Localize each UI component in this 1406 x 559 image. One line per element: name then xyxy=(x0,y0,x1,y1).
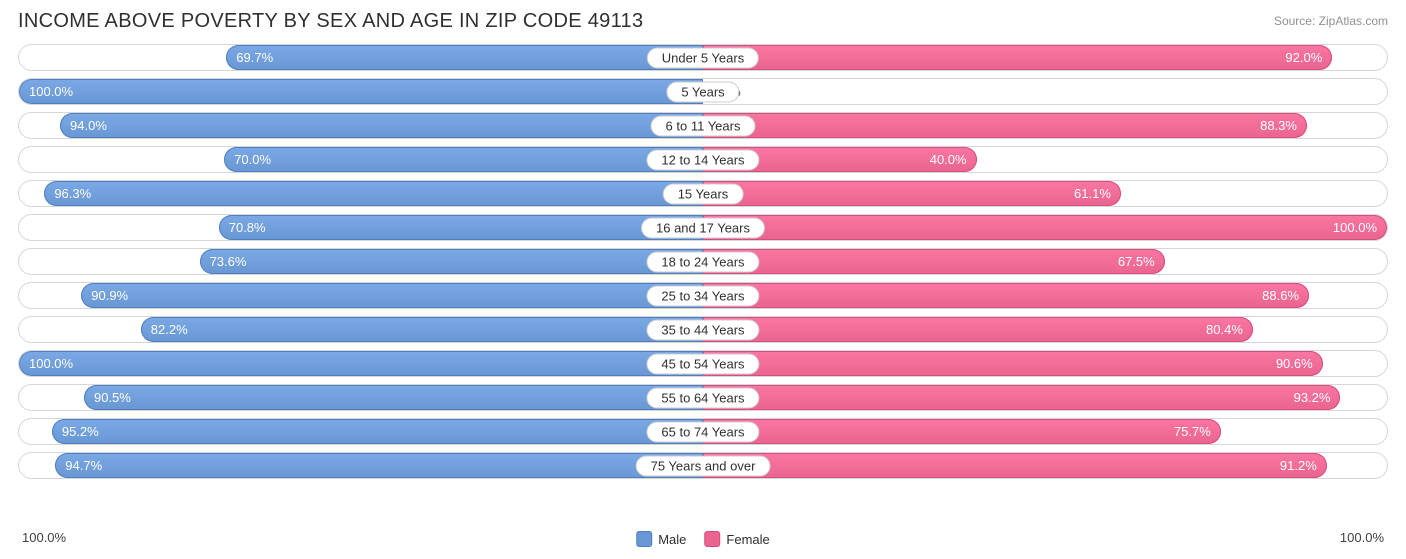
chart-row: 70.0% 40.0% 12 to 14 Years xyxy=(18,146,1388,173)
bar-male: 94.0% xyxy=(60,113,703,138)
value-female: 93.2% xyxy=(1284,390,1341,405)
value-female: 100.0% xyxy=(1323,220,1387,235)
chart-footer: 100.0% 100.0% Male Female xyxy=(18,521,1388,549)
value-male: 96.3% xyxy=(44,186,101,201)
legend-item-male: Male xyxy=(636,531,686,547)
age-label: 75 Years and over xyxy=(636,455,771,476)
value-male: 82.2% xyxy=(141,322,198,337)
chart-row: 94.7% 91.2% 75 Years and over xyxy=(18,452,1388,479)
bar-male: 69.7% xyxy=(226,45,703,70)
bar-female: 75.7% xyxy=(703,419,1221,444)
bar-female: 100.0% xyxy=(703,215,1387,240)
bar-female: 67.5% xyxy=(703,249,1165,274)
value-male: 100.0% xyxy=(19,84,83,99)
age-label: 12 to 14 Years xyxy=(646,149,759,170)
bar-female: 80.4% xyxy=(703,317,1253,342)
value-female: 80.4% xyxy=(1196,322,1253,337)
bar-male: 70.0% xyxy=(224,147,703,172)
value-male: 73.6% xyxy=(200,254,257,269)
value-female: 92.0% xyxy=(1275,50,1332,65)
age-label: 65 to 74 Years xyxy=(646,421,759,442)
value-female: 91.2% xyxy=(1270,458,1327,473)
bar-male: 96.3% xyxy=(44,181,703,206)
value-male: 70.8% xyxy=(219,220,276,235)
chart-row: 94.0% 88.3% 6 to 11 Years xyxy=(18,112,1388,139)
legend-label-male: Male xyxy=(658,532,686,547)
value-female: 40.0% xyxy=(920,152,977,167)
age-label: 25 to 34 Years xyxy=(646,285,759,306)
chart-row: 73.6% 67.5% 18 to 24 Years xyxy=(18,248,1388,275)
age-label: 6 to 11 Years xyxy=(651,115,756,136)
chart-title: INCOME ABOVE POVERTY BY SEX AND AGE IN Z… xyxy=(18,10,643,33)
chart-row: 100.0% 90.6% 45 to 54 Years xyxy=(18,350,1388,377)
bar-male: 90.5% xyxy=(84,385,703,410)
bar-female: 61.1% xyxy=(703,181,1121,206)
legend-swatch-male xyxy=(636,531,652,547)
bar-male: 73.6% xyxy=(200,249,703,274)
value-male: 90.9% xyxy=(81,288,138,303)
bar-female: 88.6% xyxy=(703,283,1309,308)
bar-male: 70.8% xyxy=(219,215,703,240)
value-male: 100.0% xyxy=(19,356,83,371)
chart-row: 96.3% 61.1% 15 Years xyxy=(18,180,1388,207)
value-female: 61.1% xyxy=(1064,186,1121,201)
legend-label-female: Female xyxy=(726,532,769,547)
value-male: 69.7% xyxy=(226,50,283,65)
value-female: 88.6% xyxy=(1252,288,1309,303)
age-label: 18 to 24 Years xyxy=(646,251,759,272)
value-male: 95.2% xyxy=(52,424,109,439)
age-label: 55 to 64 Years xyxy=(646,387,759,408)
axis-label-right: 100.0% xyxy=(1340,530,1384,545)
chart-row: 70.8% 100.0% 16 and 17 Years xyxy=(18,214,1388,241)
chart-area: 69.7% 92.0% Under 5 Years 100.0%0.0%5 Years… xyxy=(18,44,1388,479)
age-label: 15 Years xyxy=(663,183,744,204)
value-male: 94.0% xyxy=(60,118,117,133)
age-label: 45 to 54 Years xyxy=(646,353,759,374)
legend: Male Female xyxy=(636,531,770,547)
bar-female: 88.3% xyxy=(703,113,1307,138)
chart-row: 100.0%0.0%5 Years xyxy=(18,78,1388,105)
value-female: 67.5% xyxy=(1108,254,1165,269)
bar-male: 95.2% xyxy=(52,419,703,444)
bar-male: 90.9% xyxy=(81,283,703,308)
age-label: 5 Years xyxy=(666,81,739,102)
legend-swatch-female xyxy=(704,531,720,547)
chart-row: 90.5% 93.2% 55 to 64 Years xyxy=(18,384,1388,411)
bar-female: 93.2% xyxy=(703,385,1340,410)
legend-item-female: Female xyxy=(704,531,769,547)
chart-row: 82.2% 80.4% 35 to 44 Years xyxy=(18,316,1388,343)
age-label: Under 5 Years xyxy=(647,47,759,68)
age-label: 35 to 44 Years xyxy=(646,319,759,340)
chart-row: 95.2% 75.7% 65 to 74 Years xyxy=(18,418,1388,445)
bar-male: 100.0% xyxy=(19,351,703,376)
value-male: 70.0% xyxy=(224,152,281,167)
value-male: 90.5% xyxy=(84,390,141,405)
bar-female: 91.2% xyxy=(703,453,1327,478)
bar-female: 92.0% xyxy=(703,45,1332,70)
bar-female: 90.6% xyxy=(703,351,1323,376)
chart-row: 69.7% 92.0% Under 5 Years xyxy=(18,44,1388,71)
age-label: 16 and 17 Years xyxy=(641,217,765,238)
source-attribution: Source: ZipAtlas.com xyxy=(1274,14,1388,28)
value-male: 94.7% xyxy=(55,458,112,473)
value-female: 88.3% xyxy=(1250,118,1307,133)
bar-male: 94.7% xyxy=(55,453,703,478)
bar-male: 82.2% xyxy=(141,317,703,342)
axis-label-left: 100.0% xyxy=(22,530,66,545)
bar-male: 100.0% xyxy=(19,79,703,104)
value-female: 75.7% xyxy=(1164,424,1221,439)
chart-row: 90.9% 88.6% 25 to 34 Years xyxy=(18,282,1388,309)
value-female: 90.6% xyxy=(1266,356,1323,371)
